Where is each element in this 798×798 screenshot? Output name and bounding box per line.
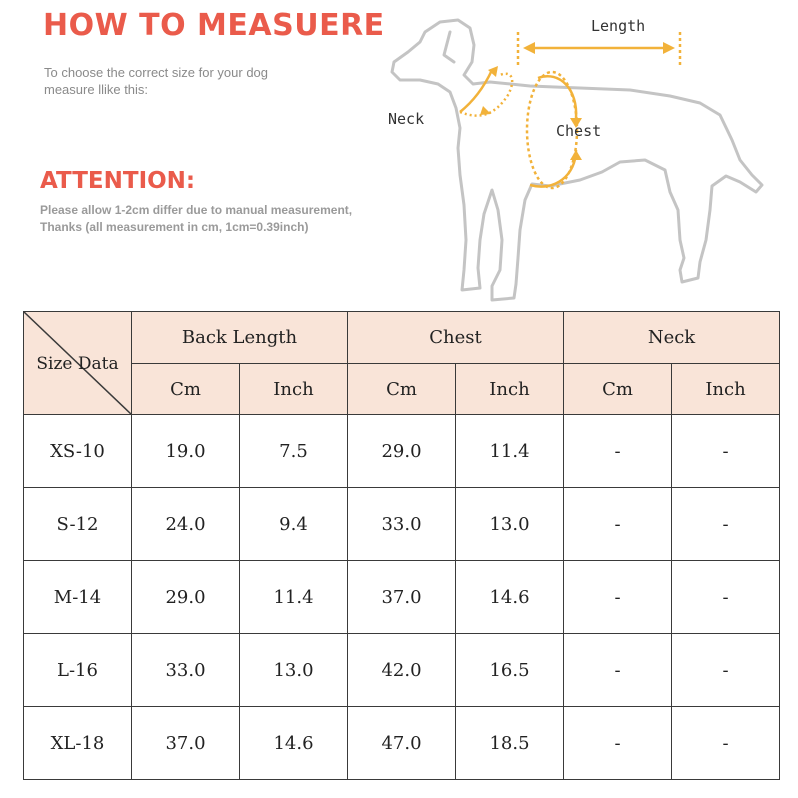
unit-header: Inch [670, 363, 781, 415]
size-cell: S-12 [23, 487, 132, 561]
value-cell: - [670, 414, 781, 488]
value-cell: - [670, 633, 781, 707]
value-cell: 18.5 [455, 706, 564, 780]
value-cell: 29.0 [347, 414, 456, 488]
value-cell: - [563, 706, 672, 780]
value-cell: 11.4 [455, 414, 564, 488]
chest-arrow [525, 70, 582, 190]
corner-diagonal-line [24, 312, 132, 415]
neck-header: Neck [562, 311, 781, 364]
size-chart-table: Size Data Back Length Chest Neck Cm Inch… [23, 311, 781, 780]
value-cell: 19.0 [131, 414, 240, 488]
unit-header: Cm [131, 363, 240, 415]
size-data-corner: Size Data [23, 311, 132, 415]
value-cell: - [670, 487, 781, 561]
value-cell: 14.6 [455, 560, 564, 634]
value-cell: 13.0 [239, 633, 348, 707]
size-cell: M-14 [23, 560, 132, 634]
neck-label: Neck [388, 110, 425, 128]
value-cell: 7.5 [239, 414, 348, 488]
size-cell: XS-10 [23, 414, 132, 488]
attention-heading: ATTENTION: [40, 168, 196, 194]
dog-outline [390, 18, 764, 302]
unit-header: Inch [239, 363, 348, 415]
value-cell: 9.4 [239, 487, 348, 561]
table-row: M-14 29.0 11.4 37.0 14.6 - - [23, 560, 781, 634]
chest-label: Chest [556, 122, 602, 140]
table-row: S-12 24.0 9.4 33.0 13.0 - - [23, 487, 781, 561]
value-cell: 24.0 [131, 487, 240, 561]
instructions: To choose the correct size for your dog … [44, 64, 344, 98]
unit-header: Cm [563, 363, 672, 415]
value-cell: 42.0 [347, 633, 456, 707]
dog-measure-diagram [390, 18, 764, 302]
value-cell: 37.0 [347, 560, 456, 634]
note-line-2: Thanks (all measurement in cm, 1cm=0.39i… [40, 220, 309, 234]
table-row: XL-18 37.0 14.6 47.0 18.5 - - [23, 706, 781, 780]
value-cell: - [563, 487, 672, 561]
attention-note: Please allow 1-2cm differ due to manual … [40, 202, 420, 236]
value-cell: 47.0 [347, 706, 456, 780]
length-label: Length [591, 17, 646, 35]
note-line-1: Please allow 1-2cm differ due to manual … [40, 203, 353, 217]
length-arrow [516, 32, 682, 65]
value-cell: 16.5 [455, 633, 564, 707]
value-cell: - [563, 414, 672, 488]
unit-header: Cm [347, 363, 456, 415]
unit-header: Inch [455, 363, 564, 415]
value-cell: - [670, 706, 781, 780]
table-row: XS-10 19.0 7.5 29.0 11.4 - - [23, 414, 781, 488]
table-row: L-16 33.0 13.0 42.0 16.5 - - [23, 633, 781, 707]
value-cell: 33.0 [131, 633, 240, 707]
neck-arrow [459, 66, 514, 117]
size-cell: L-16 [23, 633, 132, 707]
chest-header: Chest [347, 311, 564, 364]
value-cell: - [563, 560, 672, 634]
instructions-line-2: measure llike this: [44, 82, 149, 97]
page-title: HOW TO MEASUERE [43, 8, 385, 43]
value-cell: 37.0 [131, 706, 240, 780]
value-cell: 14.6 [239, 706, 348, 780]
instructions-line-1: To choose the correct size for your dog [44, 65, 269, 80]
value-cell: - [670, 560, 781, 634]
value-cell: 11.4 [239, 560, 348, 634]
back-length-header: Back Length [131, 311, 348, 364]
value-cell: 13.0 [455, 487, 564, 561]
size-cell: XL-18 [23, 706, 132, 780]
value-cell: 29.0 [131, 560, 240, 634]
value-cell: 33.0 [347, 487, 456, 561]
size-data-label: Size Data [36, 353, 119, 374]
value-cell: - [563, 633, 672, 707]
